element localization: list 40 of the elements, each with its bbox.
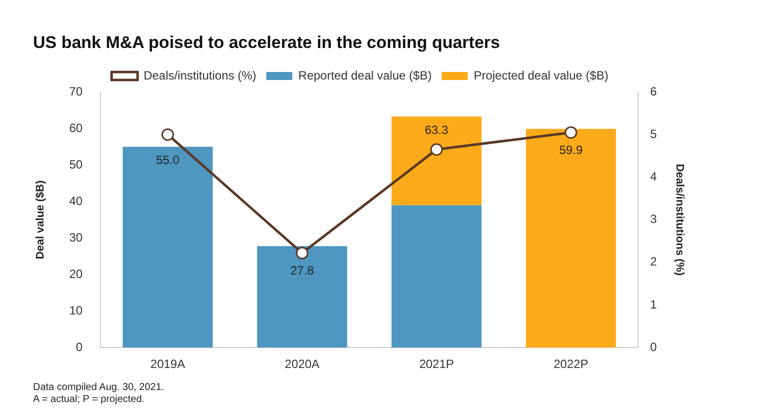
x-tick-label: 2020A [284, 357, 320, 372]
y2-tick-label: 1 [650, 297, 658, 312]
legend-label: Reported deal value ($B) [298, 68, 432, 82]
y-tick-label: 70 [69, 84, 83, 98]
total-label: 27.8 [290, 263, 314, 278]
bar [392, 116, 482, 206]
x-tick-label: 2022P [554, 357, 588, 372]
y2-axis-title: Deals/institutions (%) [673, 164, 686, 276]
text: Data compiled Aug. 30, 2021. [33, 382, 164, 394]
y-tick-label: 0 [76, 340, 83, 354]
y-tick-label: 60 [69, 120, 83, 135]
x-tick-label: 2021P [419, 357, 454, 372]
total-label: 63.3 [424, 122, 449, 137]
bar [122, 146, 213, 348]
y-axis-title: Deal value ($B) [34, 180, 47, 260]
legend-label: Projected deal value ($B) [474, 68, 608, 82]
y-tick-label: 50 [69, 157, 83, 172]
point [161, 128, 174, 141]
y-tick-label: 20 [69, 266, 83, 281]
y2-tick-label: 2 [650, 254, 658, 269]
y-tick-label: 10 [69, 303, 83, 318]
point [296, 246, 308, 260]
y2-tick-label: 0 [650, 340, 658, 354]
point [430, 143, 443, 156]
y-tick-label: 30 [69, 230, 83, 244]
y2-tick-label: 3 [650, 212, 658, 226]
bar [392, 205, 482, 348]
total-label: 59.9 [559, 142, 583, 157]
bar [257, 246, 348, 348]
y-tick-label: 40 [69, 194, 83, 208]
legend-label: Deals/institutions (%) [144, 68, 256, 82]
point [564, 126, 578, 139]
total-label: 55.0 [156, 153, 180, 168]
bar [526, 128, 616, 348]
y2-tick-label: 6 [650, 84, 658, 98]
y2-tick-label: 5 [650, 126, 658, 141]
text: A = actual; P = projected. [33, 394, 146, 406]
x-tick-label: 2019A [150, 357, 186, 372]
chart-title: US bank M&A poised to accelerate in the coming quarters [33, 33, 500, 53]
y2-tick-label: 4 [650, 170, 658, 184]
